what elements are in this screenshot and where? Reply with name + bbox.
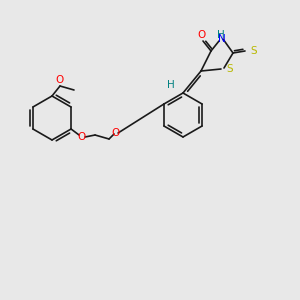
Text: H: H: [167, 80, 175, 90]
Text: N: N: [218, 34, 226, 44]
Text: S: S: [226, 64, 232, 74]
Text: H: H: [217, 30, 225, 40]
Text: O: O: [77, 132, 85, 142]
Text: S: S: [250, 46, 256, 56]
Text: O: O: [111, 128, 119, 138]
Text: O: O: [56, 75, 64, 85]
Text: O: O: [198, 30, 206, 40]
